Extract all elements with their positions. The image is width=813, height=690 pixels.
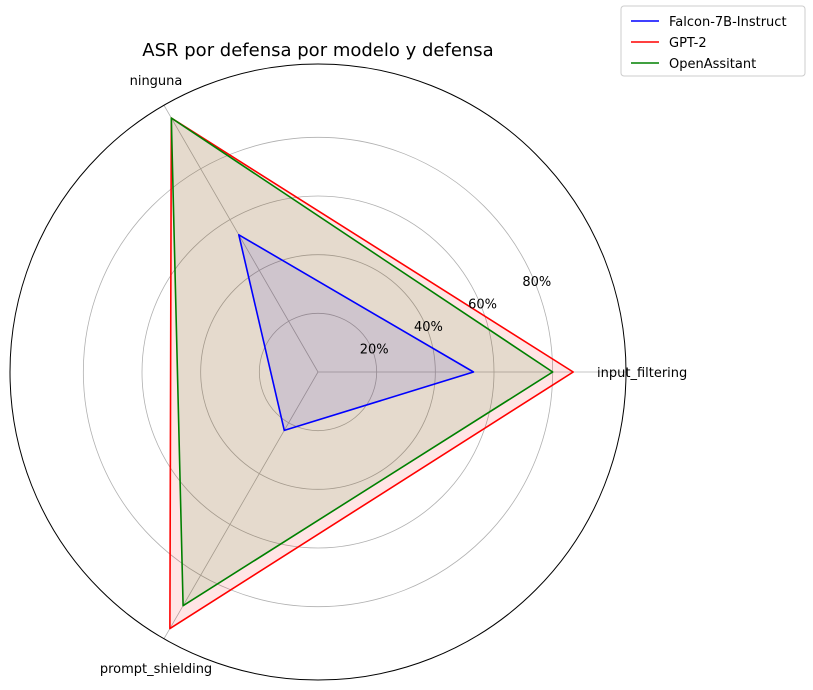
radar-series bbox=[169, 117, 575, 630]
axis-label-ninguna: ninguna bbox=[130, 74, 183, 89]
axis-label-input_filtering: input_filtering bbox=[597, 366, 687, 381]
grid-spoke bbox=[163, 371, 319, 639]
outer-frame bbox=[9, 63, 627, 681]
axis-label-prompt_shielding: prompt_shielding bbox=[100, 662, 212, 677]
r-tick-label: 60% bbox=[468, 298, 497, 313]
legend-box bbox=[620, 5, 806, 77]
series-fill bbox=[238, 234, 474, 431]
r-tick-label: 40% bbox=[414, 320, 443, 335]
chart-title: ASR por defensa por modelo y defensa bbox=[142, 40, 493, 61]
radar-labels: 20% 40% 60% 80% input_filtering ninguna prompt… bbox=[100, 74, 687, 677]
legend-label: GPT-2 bbox=[669, 36, 707, 51]
series-fill bbox=[171, 118, 553, 606]
legend-label: OpenAssitant bbox=[669, 57, 756, 72]
legend: Falcon-7B-Instruct GPT-2 OpenAssitant bbox=[620, 5, 806, 77]
grid-spoke bbox=[163, 105, 319, 373]
series-line bbox=[238, 234, 475, 432]
legend-label: Falcon-7B-Instruct bbox=[669, 15, 787, 30]
series-line bbox=[170, 117, 554, 607]
r-tick-label: 80% bbox=[522, 275, 551, 290]
series-line bbox=[169, 117, 575, 630]
r-tick-label: 20% bbox=[360, 343, 389, 358]
series-fill bbox=[169, 118, 574, 629]
